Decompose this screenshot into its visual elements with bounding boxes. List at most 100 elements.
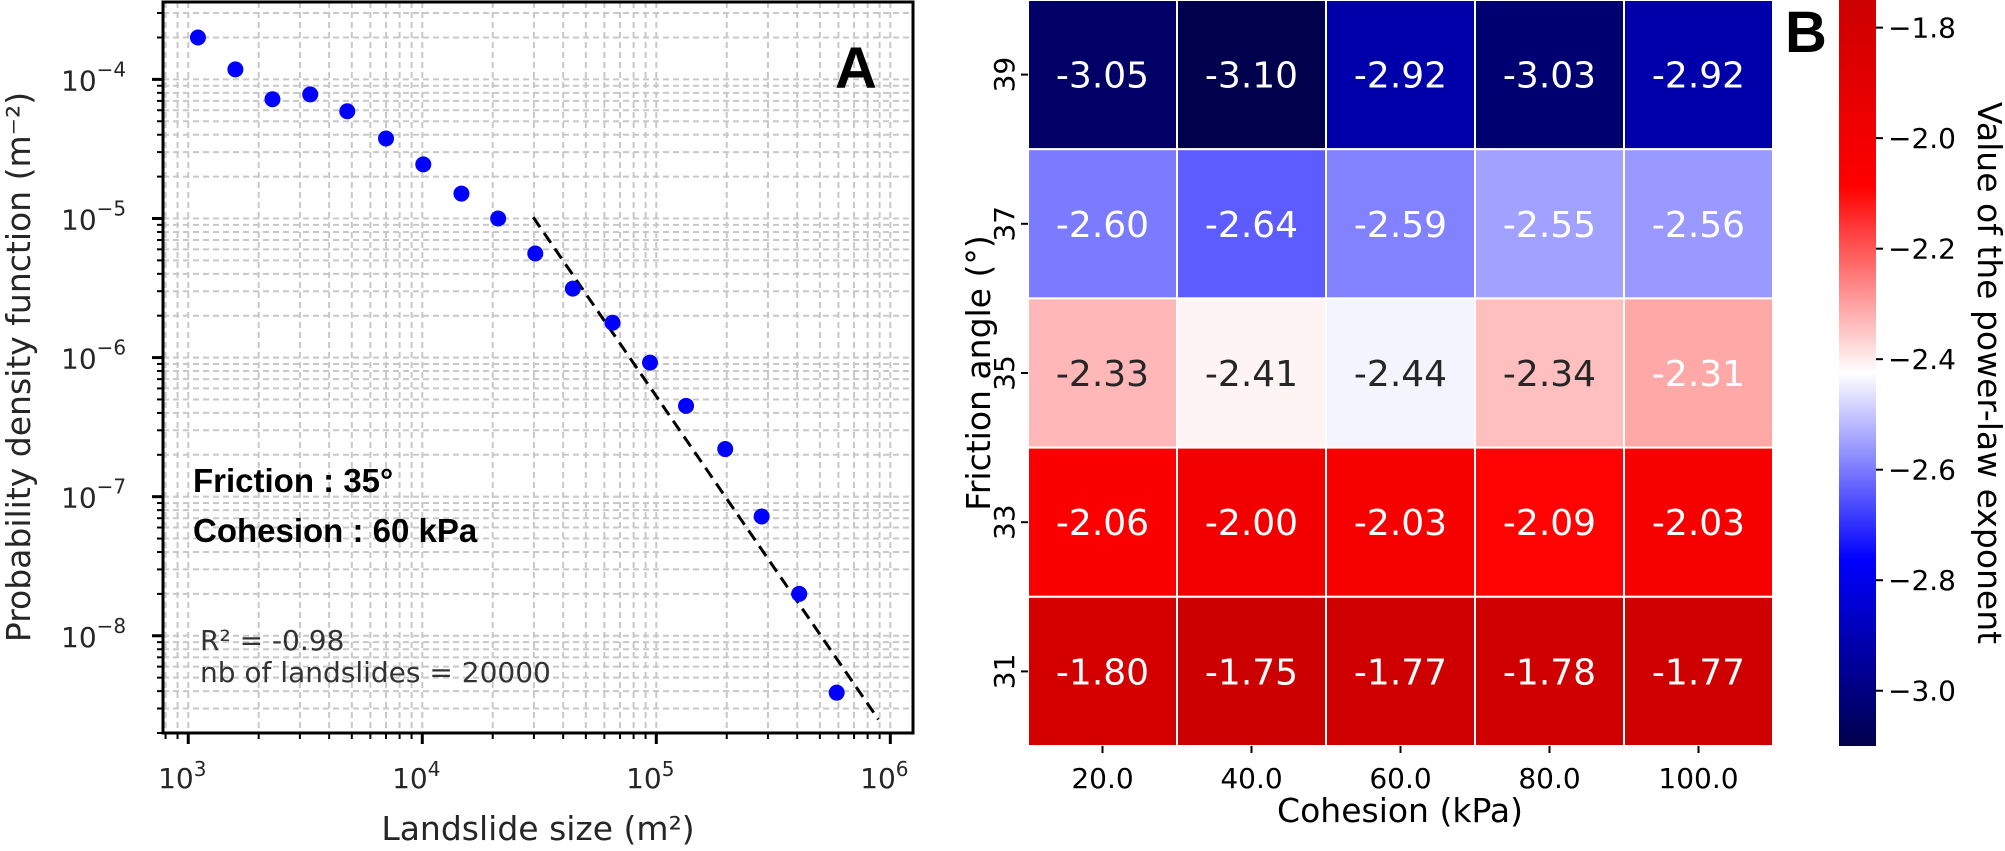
panel-b-heatmap: -3.05 -3.10 -2.92 -3.03 -2.92 -2.60 -2.64 -2.59… [959, 0, 2005, 830]
heatmap-cell [1027, 148, 1178, 300]
x-tick-label: 104 [392, 757, 440, 795]
colorbar-tick-label: −2.8 [1888, 564, 1956, 597]
data-point [490, 210, 507, 227]
heatmap-cell [1176, 446, 1327, 598]
colorbar-tick-label: −1.8 [1888, 12, 1956, 45]
cell-value-label: -2.92 [1652, 56, 1745, 97]
data-point [564, 280, 581, 297]
data-point [527, 245, 544, 262]
y-tick-label: 10−7 [61, 475, 126, 515]
colorbar-tick-label: −2.0 [1888, 122, 1956, 155]
heatmap-x-tick-label: 20.0 [1071, 762, 1133, 795]
cell-value-label: -2.60 [1056, 205, 1149, 246]
heatmap-x-axis-label: Cohesion (kPa) [1277, 791, 1523, 830]
heatmap-y-tick-label: 39 [988, 57, 1021, 93]
y-axis-ticks: 10−4 10−5 10−6 10−7 10−8 [61, 12, 163, 734]
data-point [339, 103, 356, 120]
cell-value-label: -3.05 [1056, 56, 1149, 97]
cell-value-label: -2.03 [1354, 503, 1447, 544]
heatmap-x-ticks: 20.0 40.0 60.0 80.0 100.0 [1071, 746, 1739, 795]
cell-value-label: -2.41 [1205, 354, 1298, 395]
cell-value-label: -2.56 [1652, 205, 1745, 246]
data-point [378, 130, 395, 147]
colorbar-tick-label: −2.2 [1888, 233, 1956, 266]
heatmap-cell [1474, 297, 1625, 449]
heatmap-cell [1474, 446, 1625, 598]
y-tick-label: 10−6 [61, 336, 126, 376]
cell-value-label: -2.31 [1652, 354, 1745, 395]
data-point [264, 91, 281, 108]
cohesion-annotation: Cohesion : 60 kPa [193, 512, 478, 549]
cell-value-label: -2.06 [1056, 503, 1149, 544]
heatmap-y-tick-label: 31 [988, 654, 1021, 690]
data-point [604, 314, 621, 331]
heatmap-y-tick-label: 35 [988, 355, 1021, 391]
panel-label-b: B [1785, 0, 1827, 65]
colorbar-tick-label: −2.4 [1888, 343, 1956, 376]
heatmap-y-tick-label: 37 [988, 206, 1021, 242]
heatmap-y-axis-label: Friction angle (°) [959, 235, 998, 510]
colorbar-label: Value of the power-law exponent [1970, 102, 2005, 644]
heatmap-y-tick-label: 33 [988, 504, 1021, 540]
heatmap-x-tick-label: 40.0 [1220, 762, 1282, 795]
x-tick-label: 105 [626, 757, 674, 795]
cell-value-label: -1.77 [1354, 652, 1447, 693]
heatmap-cell [1474, 0, 1625, 151]
cell-value-label: -2.34 [1503, 354, 1596, 395]
plot-area [163, 2, 913, 733]
data-point [302, 86, 319, 103]
cell-value-label: -1.78 [1503, 652, 1596, 693]
panel-a-scatter-plot: 103 104 105 106 10−4 10−5 10−6 10−7 10−8 Landsl… [0, 0, 915, 848]
colorbar [1839, 0, 1876, 746]
data-point [753, 508, 770, 525]
y-tick-label: 10−8 [61, 614, 126, 654]
data-point [453, 185, 470, 202]
cell-value-label: -2.33 [1056, 354, 1149, 395]
data-point [791, 585, 808, 602]
heatmap-x-tick-label: 100.0 [1658, 762, 1738, 795]
plot-frame [161, 0, 915, 735]
cell-value-label: -2.64 [1205, 205, 1298, 246]
x-tick-label: 106 [860, 757, 908, 795]
power-law-fit-line [532, 216, 880, 721]
data-point [189, 29, 206, 46]
heatmap-x-tick-label: 80.0 [1518, 762, 1580, 795]
landslide-count-annotation: nb of landslides = 20000 [200, 656, 551, 689]
fit-line-segment [532, 216, 880, 721]
cell-value-label: -1.75 [1205, 652, 1298, 693]
x-axis-label: Landslide size (m²) [381, 809, 694, 848]
heatmap-cell [1176, 595, 1327, 747]
cell-value-label: -1.77 [1652, 652, 1745, 693]
panel-label-a: A [835, 36, 877, 101]
cell-value-label: -2.09 [1503, 503, 1596, 544]
cell-value-label: -3.03 [1503, 56, 1596, 97]
y-tick-label: 10−4 [61, 57, 126, 97]
heatmap-cell [1623, 446, 1774, 598]
x-axis-ticks: 103 104 105 106 [158, 733, 909, 795]
cell-value-label: -2.92 [1354, 56, 1447, 97]
friction-annotation: Friction : 35° [193, 462, 393, 499]
data-point [415, 156, 432, 173]
heatmap-cell [1474, 148, 1625, 300]
cell-value-label: -1.80 [1056, 652, 1149, 693]
colorbar-tick-label: −3.0 [1888, 675, 1956, 708]
heatmap-cell [1325, 148, 1476, 300]
r-squared-annotation: R² = -0.98 [200, 624, 344, 657]
cell-value-label: -2.00 [1205, 503, 1298, 544]
heatmap-cells: -3.05 -3.10 -2.92 -3.03 -2.92 -2.60 -2.64 -2.59… [1027, 0, 1774, 747]
cell-value-label: -3.10 [1205, 56, 1298, 97]
cell-value-label: -2.55 [1503, 205, 1596, 246]
heatmap-cell [1176, 148, 1327, 300]
heatmap-cell [1325, 297, 1476, 449]
heatmap-y-ticks: 39 37 35 33 31 [988, 57, 1028, 689]
data-point [717, 441, 734, 458]
data-point [642, 354, 659, 371]
colorbar-ticks: −1.8 −2.0 −2.2 −2.4 −2.6 −2.8 −3.0 [1876, 12, 1956, 708]
cell-value-label: -2.03 [1652, 503, 1745, 544]
data-point [227, 61, 244, 78]
cell-value-label: -2.44 [1354, 354, 1447, 395]
x-tick-label: 103 [158, 757, 206, 795]
heatmap-x-tick-label: 60.0 [1369, 762, 1431, 795]
heatmap-cell [1623, 595, 1774, 747]
